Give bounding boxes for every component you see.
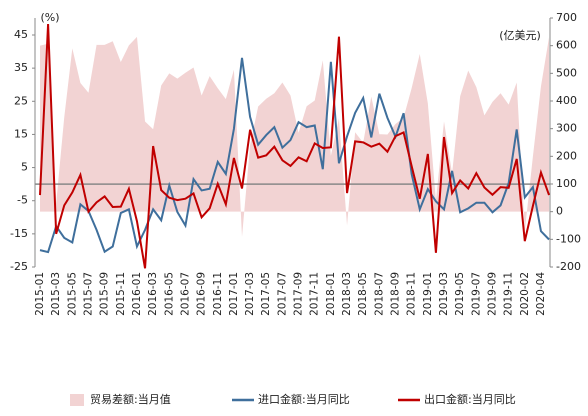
line — [39, 24, 550, 269]
y-tick-label: 45 — [14, 28, 28, 41]
legend-label: 贸易差额:当月值 — [90, 392, 171, 406]
y2-tick-label: 300 — [556, 122, 577, 135]
x-tick-label: 2019-05 — [454, 272, 466, 316]
x-tick-label: 2017-09 — [293, 272, 305, 316]
x-tick-label: 2018-01 — [325, 272, 337, 316]
y-unit: (%) — [40, 11, 59, 24]
x-tick-label: 2016-01 — [131, 272, 143, 316]
y2-tick-label: 200 — [556, 149, 577, 162]
y-tick-label: -25 — [10, 260, 28, 273]
x-tick-label: 2018-09 — [390, 272, 402, 316]
x-tick-label: 2019-07 — [470, 272, 482, 316]
x-tick-label: 2018-07 — [373, 272, 385, 316]
y-tick-label: 25 — [14, 94, 28, 107]
x-tick-label: 2017-03 — [244, 272, 256, 316]
line — [39, 57, 550, 254]
y2-tick-label: 0 — [556, 205, 563, 218]
y2-tick-label: 500 — [556, 66, 577, 79]
x-tick-label: 2016-03 — [147, 272, 159, 316]
x-tick-label: 2016-07 — [179, 272, 191, 316]
legend-label: 进口金额:当月同比 — [258, 392, 350, 406]
x-tick-label: 2020-02 — [519, 272, 531, 316]
y2-tick-label: -200 — [556, 260, 581, 273]
x-tick-label: 2019-01 — [422, 272, 434, 316]
y-tick-label: -5 — [17, 194, 28, 207]
x-tick-label: 2016-11 — [212, 272, 224, 316]
y2-unit: (亿美元) — [499, 29, 541, 42]
x-tick-label: 2016-09 — [196, 272, 208, 316]
x-tick-label: 2017-07 — [276, 272, 288, 316]
x-tick-label: 2015-05 — [66, 272, 78, 316]
x-tick-label: 2019-11 — [503, 272, 515, 316]
y-tick-label: -15 — [10, 227, 28, 240]
x-tick-label: 2015-03 — [50, 272, 62, 316]
y2-tick-label: -100 — [556, 232, 581, 245]
x-tick-label: 2018-11 — [406, 272, 418, 316]
x-tick-label: 2017-05 — [260, 272, 272, 316]
x-tick-label: 2018-03 — [341, 272, 353, 316]
x-tick-label: 2015-01 — [34, 272, 46, 316]
x-tick-label: 2017-01 — [228, 272, 240, 316]
x-tick-label: 2015-09 — [99, 272, 111, 316]
y-tick-label: 35 — [14, 61, 28, 74]
x-tick-label: 2017-11 — [309, 272, 321, 316]
x-tick-label: 2020-04 — [535, 272, 547, 316]
legend-swatch — [70, 394, 84, 406]
y2-tick-label: 700 — [556, 11, 577, 24]
y2-tick-label: 100 — [556, 177, 577, 190]
x-tick-label: 2018-05 — [357, 272, 369, 316]
x-tick-label: 2015-11 — [115, 272, 127, 316]
y-tick-label: 15 — [14, 127, 28, 140]
legend-label: 出口金额:当月同比 — [424, 392, 516, 406]
x-tick-label: 2016-05 — [163, 272, 175, 316]
y-tick-label: 5 — [21, 161, 28, 174]
x-tick-label: 2019-03 — [438, 272, 450, 316]
y2-tick-label: 600 — [556, 39, 577, 52]
x-tick-label: 2015-07 — [82, 272, 94, 316]
x-tick-label: 2019-09 — [486, 272, 498, 316]
y2-tick-label: 400 — [556, 94, 577, 107]
